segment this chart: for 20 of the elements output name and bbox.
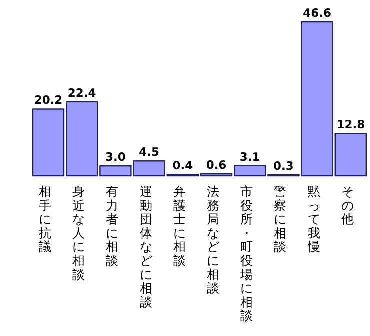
x-tick-label: その他 [341, 184, 354, 227]
category-label: 運動団体などに相談 [140, 184, 153, 310]
data-label: 4.5 [139, 145, 160, 160]
x-tick-label: 警察に相談 [274, 184, 288, 254]
data-label: 12.8 [336, 118, 366, 132]
data-label: 46.6 [303, 6, 332, 20]
data-label: 3.1 [240, 150, 260, 164]
data-label: 0.4 [172, 158, 194, 173]
x-tick-label: 相手に抗議 [39, 184, 52, 254]
data-label: 0.3 [274, 159, 294, 174]
x-tick-label: 法務局などに相談 [207, 184, 220, 296]
data-label: 0.6 [206, 158, 227, 172]
x-tick-label: 弁護士に相談 [173, 184, 186, 268]
x-tick-label: 身近な人に相談 [72, 184, 86, 282]
x-tick-label: 黙って我慢 [306, 184, 321, 254]
data-label: 22.4 [68, 86, 96, 100]
data-label: 20.2 [34, 93, 63, 108]
category-label: 市役所・町役場に相談 [240, 184, 254, 324]
x-tick-label: 有力者に相談 [106, 184, 120, 268]
data-label: 3.0 [106, 150, 126, 164]
